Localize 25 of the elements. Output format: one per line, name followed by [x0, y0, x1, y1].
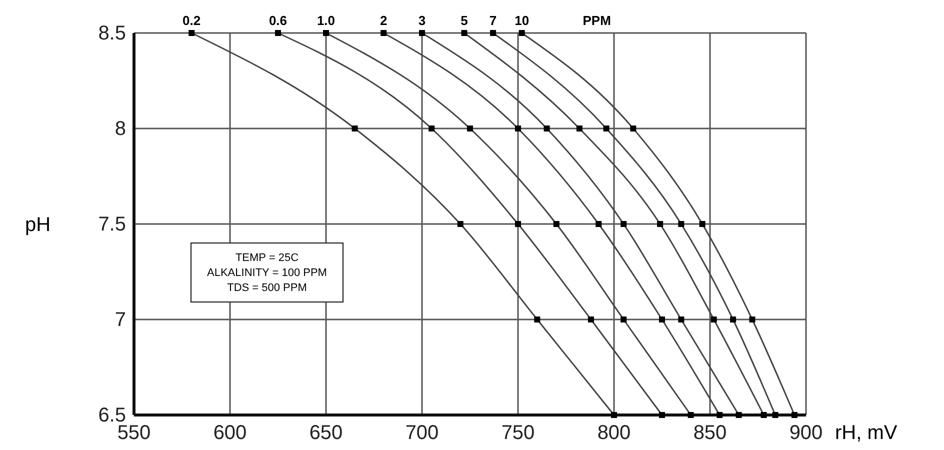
series-label: 3 [418, 13, 426, 28]
annotation: TDS = 500 PPM [227, 282, 307, 294]
y-tick-label: 8.5 [98, 22, 126, 44]
text: PPM [582, 13, 611, 28]
series-label: 5 [460, 13, 468, 28]
x-tick-label: 750 [501, 422, 535, 444]
x-tick-label: 800 [597, 422, 631, 444]
series-label: 0.6 [268, 13, 288, 28]
y-tick-label: 7.5 [98, 213, 126, 236]
y-axis-title: pH [25, 214, 51, 236]
x-tick-label: 650 [309, 422, 343, 444]
series-label: 1.0 [316, 13, 336, 28]
x-tick-label: 900 [789, 422, 823, 444]
x-axis-title: rH, mV [835, 422, 898, 444]
series-label: 7 [489, 13, 497, 28]
y-tick-label: 7 [114, 308, 126, 331]
series-label: 0.2 [182, 13, 201, 28]
y-tick-label: 8 [114, 118, 126, 140]
x-tick-label: 850 [693, 422, 727, 444]
x-tick-label: 700 [405, 422, 439, 444]
series-label: 10 [514, 13, 530, 28]
annotation: TEMP = 25C [235, 252, 299, 264]
annotation: ALKALINITY = 100 PPM [207, 267, 327, 279]
x-tick-label: 600 [213, 422, 247, 444]
series-label: 2 [380, 13, 388, 28]
